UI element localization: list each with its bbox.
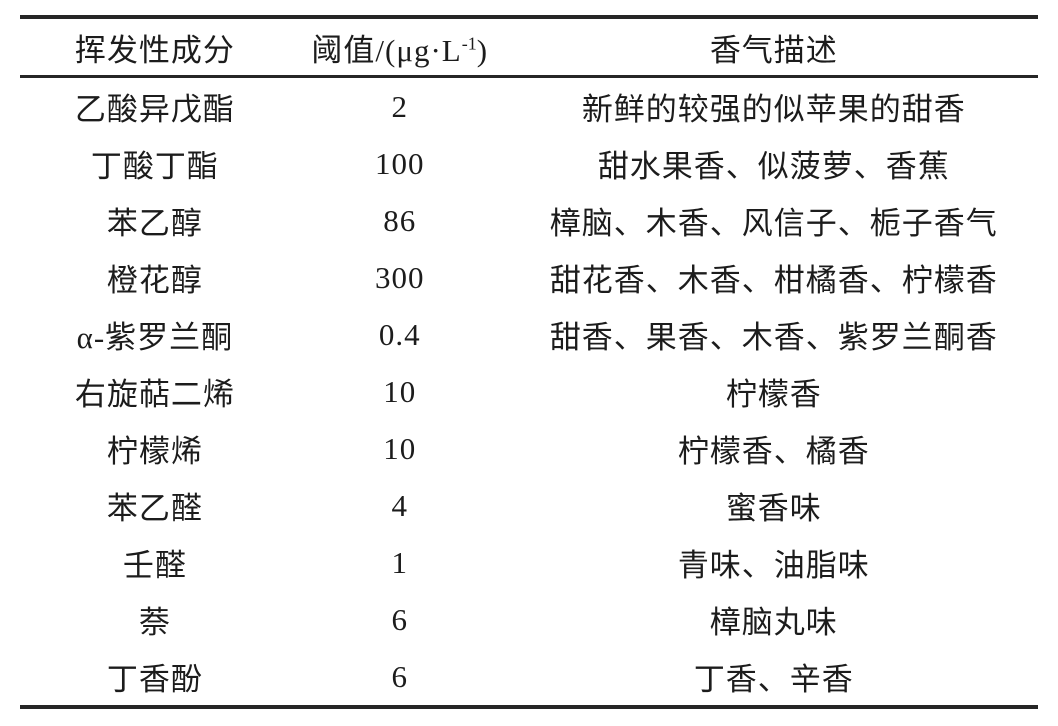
threshold-cell: 100 — [374, 145, 425, 181]
threshold-cell: 10 — [383, 373, 417, 409]
table-row: 壬醛 1 青味、油脂味 — [20, 534, 1038, 591]
aroma-cell: 甜香、果香、木香、紫罗兰酮香 — [549, 320, 998, 355]
component-cell: 丁香酚 — [106, 662, 203, 697]
header-aroma: 香气描述 — [509, 17, 1038, 78]
table-row: 苯乙醛 4 蜜香味 — [20, 477, 1038, 534]
component-cell: 乙酸异戊酯 — [74, 92, 235, 127]
threshold-cell: 86 — [383, 202, 417, 238]
aroma-cell: 新鲜的较强的似苹果的甜香 — [581, 92, 966, 127]
table-row: α-紫罗兰酮 0.4 甜香、果香、木香、紫罗兰酮香 — [20, 306, 1038, 363]
threshold-cell: 6 — [391, 658, 408, 694]
table-row: 柠檬烯 10 柠檬香、橘香 — [20, 420, 1038, 477]
aroma-cell: 柠檬香 — [725, 377, 822, 412]
threshold-cell: 4 — [391, 487, 408, 523]
aroma-cell: 柠檬香、橘香 — [677, 434, 870, 469]
component-cell: 萘 — [138, 605, 171, 640]
threshold-cell: 10 — [383, 430, 417, 466]
aroma-cell: 甜水果香、似菠萝、香蕉 — [597, 149, 950, 184]
table-row: 乙酸异戊酯 2 新鲜的较强的似苹果的甜香 — [20, 77, 1038, 136]
aroma-cell: 樟脑、木香、风信子、栀子香气 — [549, 206, 998, 241]
component-cell: 苯乙醇 — [106, 206, 203, 241]
table-row: 苯乙醇 86 樟脑、木香、风信子、栀子香气 — [20, 192, 1038, 249]
threshold-cell: 0.4 — [378, 316, 421, 352]
component-cell: 右旋萜二烯 — [74, 377, 235, 412]
table-row: 丁香酚 6 丁香、辛香 — [20, 648, 1038, 707]
component-cell: 壬醛 — [122, 548, 187, 583]
table-body: 乙酸异戊酯 2 新鲜的较强的似苹果的甜香 丁酸丁酯 100 甜水果香、似菠萝、香… — [20, 77, 1038, 708]
threshold-cell: 2 — [391, 88, 408, 124]
header-threshold-superscript: -1 — [461, 33, 477, 54]
component-cell: α-紫罗兰酮 — [76, 320, 234, 355]
component-cell: 橙花醇 — [106, 263, 203, 298]
threshold-cell: 1 — [391, 544, 408, 580]
component-cell: 苯乙醛 — [106, 491, 203, 526]
volatile-components-table: 挥发性成分 阈值/(μg·L-1) 香气描述 乙酸异戊酯 2 新鲜的较强的似苹果… — [20, 15, 1038, 709]
aroma-cell: 甜花香、木香、柑橘香、柠檬香 — [549, 263, 998, 298]
header-threshold: 阈值/(μg·L-1) — [289, 17, 510, 78]
table-row: 丁酸丁酯 100 甜水果香、似菠萝、香蕉 — [20, 135, 1038, 192]
table-row: 橙花醇 300 甜花香、木香、柑橘香、柠檬香 — [20, 249, 1038, 306]
component-cell: 丁酸丁酯 — [90, 149, 219, 184]
header-component-label: 挥发性成分 — [74, 32, 235, 68]
aroma-cell: 丁香、辛香 — [693, 662, 854, 697]
header-threshold-prefix: 阈值/(μg·L — [311, 32, 462, 68]
header-aroma-label: 香气描述 — [709, 32, 838, 68]
header-component: 挥发性成分 — [20, 17, 290, 78]
table-row: 萘 6 樟脑丸味 — [20, 591, 1038, 648]
table-row: 右旋萜二烯 10 柠檬香 — [20, 363, 1038, 420]
header-row: 挥发性成分 阈值/(μg·L-1) 香气描述 — [20, 17, 1038, 78]
aroma-cell: 青味、油脂味 — [677, 548, 870, 583]
threshold-cell: 6 — [391, 601, 408, 637]
threshold-cell: 300 — [374, 259, 425, 295]
aroma-cell: 樟脑丸味 — [709, 605, 838, 640]
aroma-cell: 蜜香味 — [725, 491, 822, 526]
table-header: 挥发性成分 阈值/(μg·L-1) 香气描述 — [20, 17, 1038, 78]
header-threshold-suffix: ) — [476, 32, 489, 68]
component-cell: 柠檬烯 — [106, 434, 203, 469]
